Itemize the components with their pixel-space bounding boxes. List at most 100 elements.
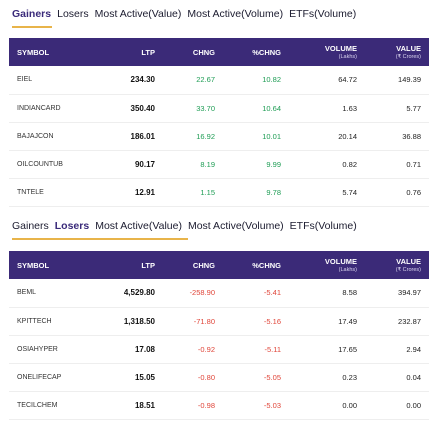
pchng-cell: 10.01 (262, 131, 281, 141)
value-cell: 0.00 (406, 400, 421, 410)
chng-cell: 22.67 (196, 75, 215, 85)
table-header-row: SYMBOL LTP CHNG %CHNG VOLUME (Lakhs) VALU… (9, 38, 429, 66)
value-cell: 149.39 (398, 75, 421, 85)
symbol-link[interactable]: OILCOUNTUB (17, 160, 63, 168)
ltp-cell: 17.08 (134, 344, 155, 354)
tab-most-active-volume[interactable]: Most Active(Volume) (187, 8, 284, 20)
symbol-link[interactable]: KPITTECH (17, 317, 52, 325)
volume-cell: 0.82 (342, 159, 357, 169)
chng-cell: -0.92 (197, 344, 215, 354)
chng-cell: 16.92 (196, 131, 215, 141)
ltp-cell: 4,529.80 (123, 288, 155, 298)
losers-table: SYMBOL LTP CHNG %CHNG VOLUME (Lakhs) VALU… (9, 251, 429, 420)
chng-cell: 33.70 (196, 103, 215, 113)
tab-most-active-volume[interactable]: Most Active(Volume) (187, 220, 284, 232)
value-cell: 36.88 (402, 131, 421, 141)
header-pchng[interactable]: %CHNG (252, 47, 281, 57)
tab-most-active-value[interactable]: Most Active(Value) (94, 8, 182, 20)
table-row: KPITTECH 1,318.50 -71.80 -5.16 17.49 232… (9, 307, 429, 335)
ltp-cell: 18.51 (134, 400, 155, 410)
symbol-link[interactable]: INDIANCARD (17, 104, 61, 112)
header-volume-unit: (Lakhs) (338, 54, 357, 60)
volume-cell: 20.14 (338, 131, 357, 141)
pchng-cell: 9.78 (266, 187, 281, 197)
header-value-unit: (₹ Crores) (395, 54, 421, 60)
pchng-cell: -5.05 (263, 372, 281, 382)
chng-cell: -0.98 (197, 400, 215, 410)
pchng-cell: -5.11 (264, 344, 281, 354)
pchng-cell: -5.16 (263, 316, 281, 326)
header-volume-label: VOLUME (324, 44, 357, 53)
active-tab-indicator (12, 26, 52, 28)
table-row: TNTELE 12.91 1.15 9.78 5.74 0.76 (9, 178, 429, 206)
tab-most-active-value[interactable]: Most Active(Value) (95, 220, 182, 232)
volume-cell: 64.72 (338, 75, 357, 85)
tab-losers[interactable]: Losers (54, 220, 90, 232)
header-value[interactable]: VALUE (₹ Crores) (365, 38, 429, 66)
volume-cell: 0.00 (342, 400, 357, 410)
symbol-link[interactable]: BAJAJCON (17, 132, 54, 140)
pchng-cell: 9.99 (266, 159, 281, 169)
volume-cell: 17.49 (338, 316, 357, 326)
symbol-link[interactable]: OSIAHYPER (17, 345, 58, 353)
ltp-cell: 350.40 (130, 103, 155, 113)
symbol-link[interactable]: TNTELE (17, 188, 44, 196)
market-tabs: Gainers Losers Most Active(Value) Most A… (0, 0, 438, 28)
pchng-cell: 10.64 (262, 103, 281, 113)
header-pchng[interactable]: %CHNG (252, 260, 281, 270)
table-row: BEML 4,529.80 -258.90 -5.41 8.58 394.97 (9, 279, 429, 307)
value-cell: 232.87 (398, 316, 421, 326)
header-chng[interactable]: CHNG (192, 47, 215, 57)
losers-panel: Gainers Losers Most Active(Value) Most A… (0, 212, 438, 419)
chng-cell: -0.80 (197, 372, 215, 382)
symbol-link[interactable]: ONELIFECAP (17, 373, 62, 381)
gainers-table: SYMBOL LTP CHNG %CHNG VOLUME (Lakhs) VALU… (9, 38, 429, 207)
header-value-label: VALUE (396, 257, 421, 266)
header-volume-unit: (Lakhs) (338, 267, 357, 273)
tab-etfs-volume[interactable]: ETFs(Volume) (289, 8, 357, 20)
table-row: BAJAJCON 186.01 16.92 10.01 20.14 36.88 (9, 122, 429, 150)
tab-gainers[interactable]: Gainers (12, 220, 49, 232)
volume-cell: 1.63 (342, 103, 357, 113)
header-value-unit: (₹ Crores) (395, 267, 421, 273)
active-tab-indicator (12, 238, 188, 240)
symbol-link[interactable]: TECILCHEM (17, 401, 58, 409)
ltp-cell: 12.91 (134, 187, 155, 197)
tab-etfs-volume[interactable]: ETFs(Volume) (289, 220, 357, 232)
volume-cell: 0.23 (342, 372, 357, 382)
symbol-link[interactable]: EIEL (17, 76, 33, 84)
ltp-cell: 15.05 (134, 372, 155, 382)
header-volume[interactable]: VOLUME (Lakhs) (289, 251, 365, 279)
pchng-cell: 10.82 (262, 75, 281, 85)
tab-gainers[interactable]: Gainers (12, 8, 52, 20)
header-symbol[interactable]: SYMBOL (17, 47, 50, 57)
header-volume[interactable]: VOLUME (Lakhs) (289, 38, 365, 66)
chng-cell: -258.90 (189, 288, 215, 298)
table-row: TECILCHEM 18.51 -0.98 -5.03 0.00 0.00 (9, 391, 429, 419)
table-row: OSIAHYPER 17.08 -0.92 -5.11 17.65 2.94 (9, 335, 429, 363)
volume-cell: 8.58 (342, 288, 357, 298)
header-volume-label: VOLUME (324, 257, 357, 266)
table-row: EIEL 234.30 22.67 10.82 64.72 149.39 (9, 66, 429, 94)
header-chng[interactable]: CHNG (192, 260, 215, 270)
tab-losers[interactable]: Losers (57, 8, 89, 20)
chng-cell: 8.19 (200, 159, 215, 169)
gainers-panel: Gainers Losers Most Active(Value) Most A… (0, 0, 438, 206)
header-symbol[interactable]: SYMBOL (17, 260, 50, 270)
value-cell: 0.04 (406, 372, 421, 382)
value-cell: 0.76 (406, 187, 421, 197)
symbol-link[interactable]: BEML (17, 289, 37, 297)
table-row: OILCOUNTUB 90.17 8.19 9.99 0.82 0.71 (9, 150, 429, 178)
ltp-cell: 1,318.50 (123, 316, 155, 326)
table-row: INDIANCARD 350.40 33.70 10.64 1.63 5.77 (9, 94, 429, 122)
header-value[interactable]: VALUE (₹ Crores) (365, 251, 429, 279)
value-cell: 5.77 (406, 103, 421, 113)
header-ltp[interactable]: LTP (141, 47, 155, 57)
table-header-row: SYMBOL LTP CHNG %CHNG VOLUME (Lakhs) VALU… (9, 251, 429, 279)
ltp-cell: 186.01 (130, 131, 155, 141)
header-ltp[interactable]: LTP (141, 260, 155, 270)
table-row: ONELIFECAP 15.05 -0.80 -5.05 0.23 0.04 (9, 363, 429, 391)
chng-cell: 1.15 (200, 187, 215, 197)
ltp-cell: 234.30 (130, 75, 155, 85)
value-cell: 394.97 (398, 288, 421, 298)
